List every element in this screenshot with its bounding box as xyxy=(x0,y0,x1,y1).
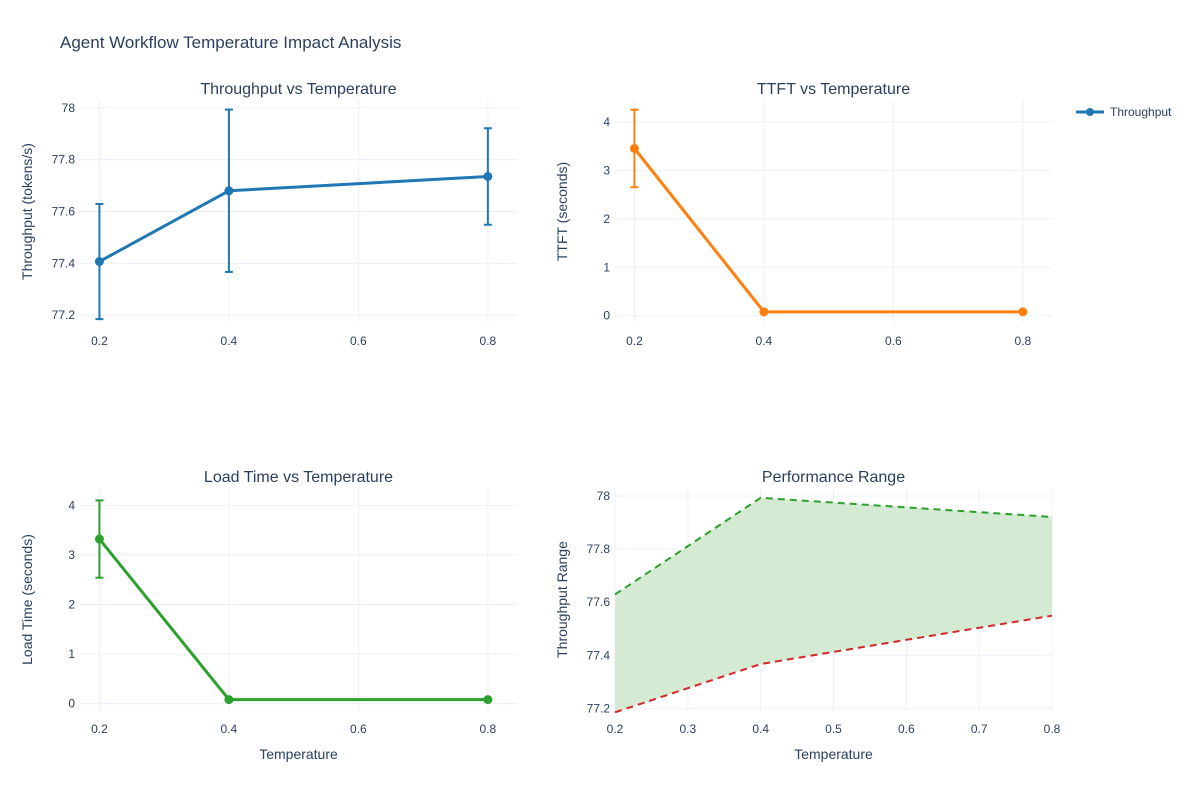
chart3-x-tick-label: 0.6 xyxy=(350,722,367,736)
chart4-x-tick-label: 0.7 xyxy=(971,722,988,736)
chart3-y-tick-label: 0 xyxy=(68,697,75,711)
chart4-title: Performance Range xyxy=(762,469,905,486)
chart4-y-axis-label: Throughput Range xyxy=(554,541,570,658)
chart2-y-tick-label: 3 xyxy=(603,163,610,177)
chart1-y-tick-label: 77.2 xyxy=(52,308,76,322)
chart2-y-tick-label: 1 xyxy=(603,260,610,274)
chart1-series-line xyxy=(98,174,488,263)
chart3-y-tick-label: 4 xyxy=(68,498,75,512)
chart2-x-tick-label: 0.6 xyxy=(885,334,902,348)
chart2-x-tick-label: 0.8 xyxy=(1015,334,1032,348)
figure-title: Agent Workflow Temperature Impact Analys… xyxy=(60,33,402,52)
chart3-series-line xyxy=(98,538,488,702)
chart3-data-point xyxy=(224,695,234,705)
chart2-x-tick-label: 0.2 xyxy=(626,334,643,348)
legend[interactable]: Throughput xyxy=(1075,105,1171,119)
chart1-y-axis-label: Throughput (tokens/s) xyxy=(19,143,35,280)
chart4-x-tick-label: 0.2 xyxy=(607,722,624,736)
chart1-data-point xyxy=(483,171,493,181)
chart4-range-fill xyxy=(615,497,1052,713)
chart3-x-tick-label: 0.4 xyxy=(221,722,238,736)
chart4-y-tick-label: 77.4 xyxy=(587,648,611,662)
chart1-y-tick-label: 77.8 xyxy=(52,153,76,167)
chart4-x-tick-label: 0.8 xyxy=(1044,722,1061,736)
chart4-y-tick-label: 77.2 xyxy=(587,701,611,715)
chart2-data-point xyxy=(759,307,769,317)
chart1-x-tick-label: 0.4 xyxy=(221,334,238,348)
chart2-y-tick-label: 0 xyxy=(603,309,610,323)
chart2-data-point xyxy=(629,143,639,153)
legend-line-marker xyxy=(1076,108,1104,116)
chart2-y-axis-label: TTFT (seconds) xyxy=(554,162,570,261)
chart1-x-tick-label: 0.6 xyxy=(350,334,367,348)
chart3-x-tick-label: 0.8 xyxy=(480,722,497,736)
chart3-x-tick-label: 0.2 xyxy=(91,722,108,736)
chart4-x-tick-label: 0.6 xyxy=(898,722,915,736)
chart1-x-tick-label: 0.8 xyxy=(480,334,497,348)
chart4-y-tick-label: 77.8 xyxy=(587,542,611,556)
chart2-y-tick-label: 2 xyxy=(603,212,610,226)
chart2-y-tick-label: 4 xyxy=(603,115,610,129)
chart4-x-tick-label: 0.5 xyxy=(825,722,842,736)
chart4-lower-bound-line xyxy=(614,614,1053,714)
chart3-y-tick-label: 3 xyxy=(68,548,75,562)
chart3-title: Load Time vs Temperature xyxy=(204,469,393,486)
chart4-upper-bound-line xyxy=(614,496,1053,596)
chart4-y-tick-label: 77.6 xyxy=(587,595,611,609)
chart1-data-point xyxy=(94,257,104,267)
chart1-y-tick-label: 78 xyxy=(62,101,76,115)
chart4-y-tick-label: 78 xyxy=(597,489,611,503)
chart3-y-tick-label: 2 xyxy=(68,597,75,611)
chart2-data-point xyxy=(1018,307,1028,317)
chart3-y-tick-label: 1 xyxy=(68,647,75,661)
chart1-y-tick-label: 77.4 xyxy=(52,256,76,270)
chart4-x-axis-label: Temperature xyxy=(794,746,873,762)
chart1-data-point xyxy=(224,186,234,196)
chart2-series-line xyxy=(633,147,1023,314)
chart1-y-tick-label: 77.6 xyxy=(52,205,76,219)
chart3-y-axis-label: Load Time (seconds) xyxy=(19,534,35,665)
chart2-title: TTFT vs Temperature xyxy=(757,81,910,98)
chart3-data-point xyxy=(483,695,493,705)
chart1-title: Throughput vs Temperature xyxy=(200,81,396,98)
chart4-x-tick-label: 0.3 xyxy=(679,722,696,736)
chart4-x-tick-label: 0.4 xyxy=(752,722,769,736)
chart1-x-tick-label: 0.2 xyxy=(91,334,108,348)
chart2-x-tick-label: 0.4 xyxy=(756,334,773,348)
legend-label-throughput: Throughput xyxy=(1110,105,1172,119)
chart3-data-point xyxy=(94,534,104,544)
chart3-x-axis-label: Temperature xyxy=(259,746,338,762)
